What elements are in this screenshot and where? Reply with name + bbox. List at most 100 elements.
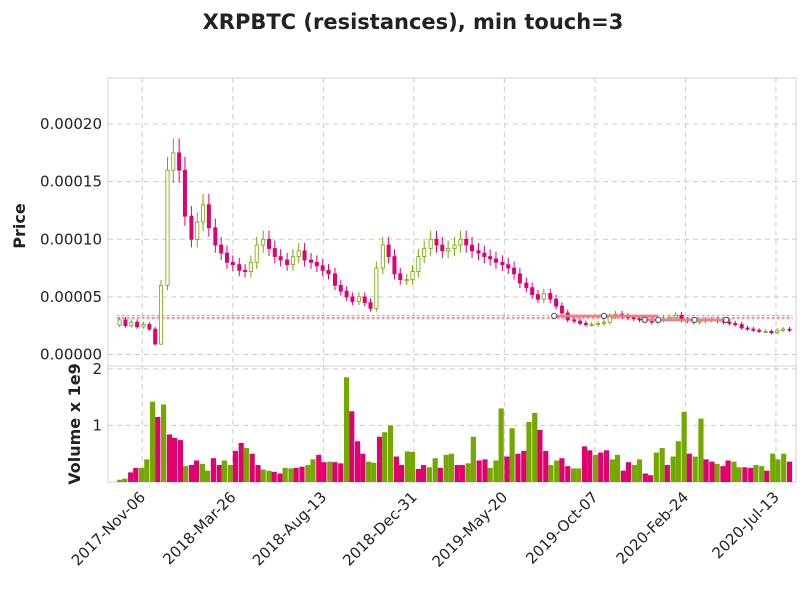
- volume-bar: [238, 442, 244, 482]
- volume-bar: [393, 456, 399, 482]
- touch-marker: [722, 316, 730, 324]
- candle-body: [464, 238, 469, 246]
- candle-body: [733, 322, 738, 325]
- volume-bar: [698, 418, 704, 482]
- candle-body: [727, 321, 732, 324]
- candle-body: [578, 320, 583, 324]
- candle-body: [368, 302, 373, 309]
- candle-body: [224, 252, 229, 263]
- volume-bar: [554, 460, 560, 482]
- volume-bar: [144, 459, 150, 482]
- candle-body: [165, 169, 170, 286]
- volume-bar: [166, 434, 173, 482]
- candle-body: [243, 269, 248, 272]
- volume-bar: [642, 473, 648, 482]
- volume-bar: [409, 452, 416, 482]
- volume-bar: [426, 467, 432, 482]
- volume-bar: [598, 452, 604, 482]
- volume-bar: [255, 465, 261, 482]
- candle-body: [500, 261, 505, 266]
- volume-bar: [437, 467, 443, 482]
- volume-bar: [194, 460, 200, 482]
- volume-bar: [521, 450, 527, 482]
- volume-bar: [243, 448, 249, 482]
- candle-body: [434, 238, 439, 246]
- touch-markers: [550, 312, 730, 324]
- volume-bar: [703, 459, 709, 482]
- volume-y-axis: 12: [92, 360, 102, 435]
- candle-body: [129, 321, 134, 327]
- candle-body: [488, 256, 493, 260]
- volume-bar: [459, 465, 465, 482]
- volume-bar: [664, 465, 670, 482]
- candle-body: [493, 258, 498, 263]
- volume-bar: [277, 473, 283, 482]
- volume-bar: [387, 425, 394, 482]
- volume-bar: [316, 454, 322, 482]
- volume-bar: [620, 470, 626, 482]
- candle-body: [524, 282, 529, 289]
- candle-body: [781, 328, 786, 331]
- candle-body: [559, 305, 564, 314]
- volume-bar: [653, 452, 659, 482]
- candle-body: [213, 227, 218, 246]
- x-tick-label: 2017-Nov-06: [68, 488, 149, 569]
- volume-bar: [692, 456, 698, 482]
- volume-bar: [570, 468, 577, 482]
- volume-bar: [415, 468, 421, 482]
- volume-bar: [709, 461, 715, 482]
- volume-bar: [150, 401, 156, 482]
- volume-bar: [581, 446, 588, 482]
- volume-bar: [736, 467, 742, 482]
- candle-body: [344, 290, 349, 298]
- volume-bar: [282, 467, 288, 482]
- volume-tick-label: 2: [92, 360, 102, 378]
- candle-body: [261, 238, 266, 246]
- candle-body: [673, 314, 678, 319]
- candle-body: [135, 321, 140, 328]
- x-tick-label: 2019-Oct-07: [522, 488, 602, 568]
- volume-bar: [714, 463, 720, 482]
- candle-body: [554, 298, 559, 307]
- candle-body: [476, 250, 481, 254]
- volume-bar: [781, 453, 787, 482]
- volume-bar: [432, 458, 438, 482]
- volume-bar: [420, 465, 427, 482]
- volume-bar: [565, 466, 571, 482]
- candle-body: [757, 329, 762, 332]
- touch-marker: [655, 316, 662, 324]
- candle-body: [153, 328, 158, 345]
- volume-bar: [321, 462, 327, 482]
- candle-body: [398, 273, 403, 280]
- volume-bar: [117, 479, 123, 482]
- volume-bar: [299, 466, 305, 482]
- volume-bar: [188, 465, 194, 482]
- volume-bar: [659, 448, 665, 482]
- candle-body: [386, 244, 391, 257]
- candle-body: [422, 248, 427, 257]
- candle-body: [596, 322, 601, 325]
- price-grid: [108, 78, 796, 366]
- candle-body: [254, 244, 259, 263]
- volume-bar: [177, 440, 184, 482]
- volume-bar: [532, 412, 538, 482]
- volume-bar: [537, 429, 543, 482]
- volume-bar: [548, 465, 554, 482]
- candle-body: [362, 296, 367, 304]
- volume-grid: [108, 366, 796, 482]
- volume-bar: [603, 450, 610, 482]
- candle-body: [769, 331, 774, 333]
- price-tick-label: 0.00000: [40, 345, 102, 363]
- volume-bar: [266, 470, 272, 482]
- candle-body: [309, 259, 314, 263]
- volume-bar: [504, 456, 510, 482]
- volume-bar: [576, 468, 582, 482]
- price-tick-label: 0.00015: [40, 173, 102, 191]
- volume-bar: [122, 478, 128, 482]
- candle-body: [141, 324, 146, 328]
- candle-body: [667, 317, 672, 320]
- candle-body: [326, 269, 331, 275]
- volume-bar: [139, 467, 145, 482]
- volume-bar: [398, 465, 405, 482]
